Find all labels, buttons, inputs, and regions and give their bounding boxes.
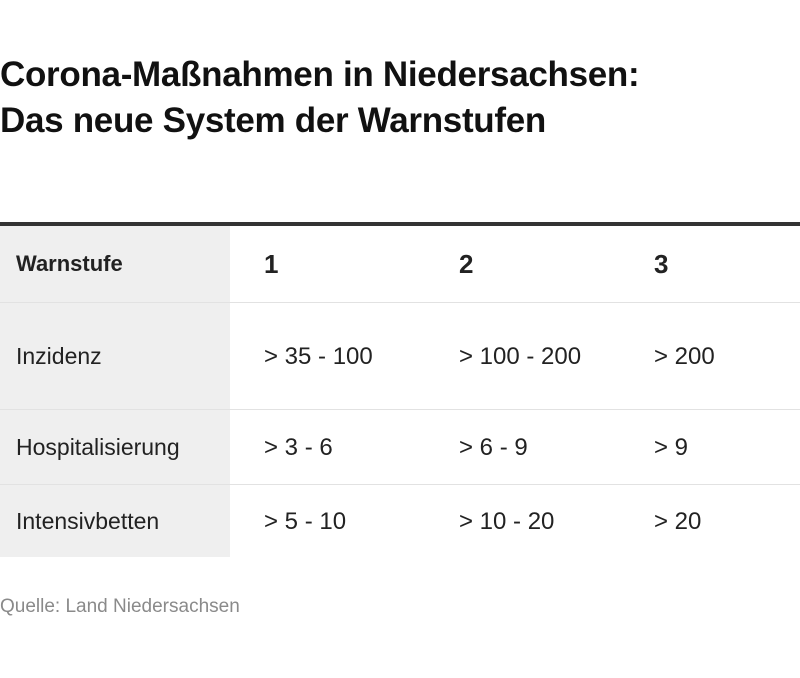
warnstufen-table: Warnstufe 1 2 3 Inzidenz > 35 - 100 > 10… [0, 222, 800, 557]
row-label-inzidenz: Inzidenz [0, 302, 230, 410]
row-label-hospitalisierung: Hospitalisierung [0, 409, 230, 485]
page-title: Corona-Maßnahmen in Niedersachsen: Das n… [0, 52, 790, 144]
header-level-3: 3 [654, 248, 669, 279]
row-label-intensivbetten: Intensivbetten [0, 484, 230, 557]
title-line-2: Das neue System der Warnstufen [0, 101, 546, 140]
cell-intensivbetten-level-3: > 20 [620, 484, 800, 557]
cell-hospitalisierung-level-1: > 3 - 6 [230, 409, 425, 485]
table-row-inzidenz: Inzidenz > 35 - 100 > 100 - 200 > 200 [0, 302, 800, 410]
header-level-1: 1 [264, 248, 279, 279]
table-header-row: Warnstufe 1 2 3 [0, 226, 800, 303]
cell-inzidenz-level-2: > 100 - 200 [425, 302, 620, 410]
table-row-hospitalisierung: Hospitalisierung > 3 - 6 > 6 - 9 > 9 [0, 409, 800, 485]
source-note: Quelle: Land Niedersachsen [0, 596, 240, 617]
cell-inzidenz-level-1: > 35 - 100 [230, 302, 425, 410]
table-row-intensivbetten: Intensivbetten > 5 - 10 > 10 - 20 > 20 [0, 484, 800, 557]
header-level-2: 2 [459, 248, 474, 279]
cell-inzidenz-level-3: > 200 [620, 302, 800, 410]
header-label-warnstufe: Warnstufe [0, 226, 230, 303]
cell-hospitalisierung-level-3: > 9 [620, 409, 800, 485]
title-line-1: Corona-Maßnahmen in Niedersachsen: [0, 55, 640, 94]
cell-intensivbetten-level-2: > 10 - 20 [425, 484, 620, 557]
cell-hospitalisierung-level-2: > 6 - 9 [425, 409, 620, 485]
cell-intensivbetten-level-1: > 5 - 10 [230, 484, 425, 557]
